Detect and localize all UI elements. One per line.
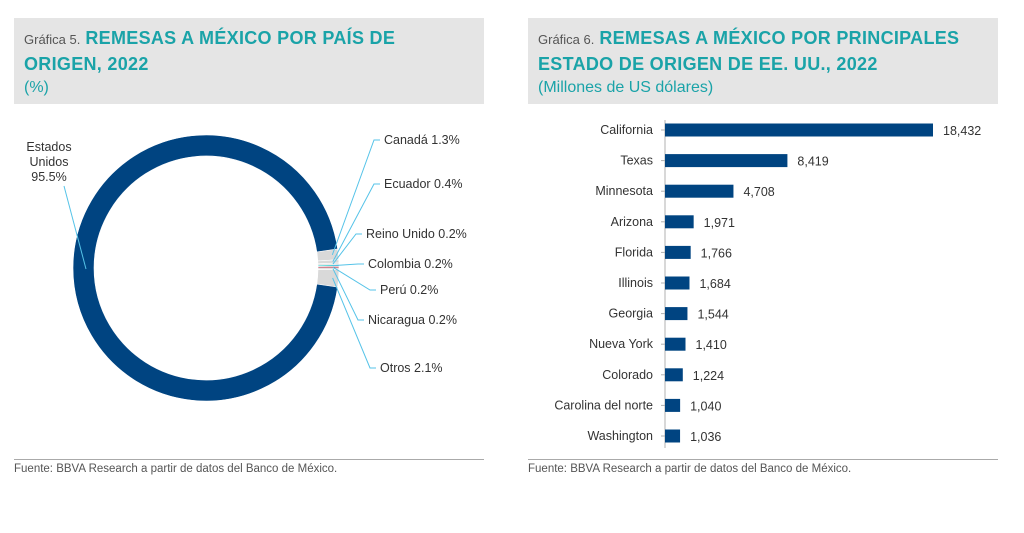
bar-carolina-del-norte xyxy=(665,398,681,412)
category-label-california: California xyxy=(600,123,653,137)
bar-texas xyxy=(665,154,788,168)
category-label-arizona: Arizona xyxy=(611,215,653,229)
bar-nueva-york xyxy=(665,337,686,351)
category-label-carolina-del-norte: Carolina del norte xyxy=(554,398,653,412)
chart-title-prefix: Gráfica 6. xyxy=(538,32,595,47)
value-label-colorado: 1,224 xyxy=(693,369,724,383)
leader-line-otros xyxy=(332,277,376,369)
slice-label-otros: Otros 2.1% xyxy=(380,361,443,375)
leader-line-canada xyxy=(331,139,380,256)
category-label-colorado: Colorado xyxy=(602,368,653,382)
bar-florida xyxy=(665,245,691,259)
category-label-florida: Florida xyxy=(615,245,653,259)
value-label-washington: 1,036 xyxy=(690,430,721,444)
category-label-illinois: Illinois xyxy=(618,276,653,290)
leader-line-ecuador xyxy=(332,183,380,262)
leader-line-peru xyxy=(332,266,376,291)
bar-chart: California 18,432 Texas 8,419 Minnesota 4,708… xyxy=(554,120,981,448)
chart-panel-states: Gráfica 6. REMESAS A MÉXICO POR PRINCIPA… xyxy=(528,18,998,458)
value-label-illinois: 1,684 xyxy=(699,277,730,291)
donut-chart: Estados Unidos 95.5% Canadá 1.3% Ecuador 0.4… xyxy=(26,133,467,402)
value-label-nueva-york: 1,410 xyxy=(696,338,727,352)
value-label-arizona: 1,971 xyxy=(704,216,735,230)
bar-illinois xyxy=(665,276,690,290)
chart-header: Gráfica 5. REMESAS A MÉXICO POR PAÍS DE … xyxy=(14,18,484,104)
bar-colorado xyxy=(665,368,683,382)
slice-estados-unidos xyxy=(72,134,338,402)
leader-line-estados-unidos xyxy=(63,185,87,270)
value-label-florida: 1,766 xyxy=(701,246,732,260)
chart-subtitle: (Millones de US dólares) xyxy=(538,79,714,96)
category-label-texas: Texas xyxy=(620,154,653,168)
slice-label-line: Estados xyxy=(26,140,71,154)
category-label-georgia: Georgia xyxy=(609,307,654,321)
chart-title: Gráfica 6. REMESAS A MÉXICO POR PRINCIPA… xyxy=(538,26,988,52)
chart-title-prefix: Gráfica 5. xyxy=(24,32,81,47)
value-label-minnesota: 4,708 xyxy=(743,185,774,199)
chart-title-line-1: REMESAS A MÉXICO POR PRINCIPALES xyxy=(599,28,960,48)
value-label-texas: 8,419 xyxy=(797,155,828,169)
chart-title: Gráfica 5. REMESAS A MÉXICO POR PAÍS DE xyxy=(24,26,474,52)
slice-label-line: Unidos xyxy=(30,155,69,169)
leader-line-reino-unido xyxy=(332,233,362,265)
category-label-minnesota: Minnesota xyxy=(595,184,653,198)
bar-arizona xyxy=(665,215,694,229)
bar-washington xyxy=(665,429,681,443)
slice-label-line: 95.5% xyxy=(31,170,66,184)
leader-line-nicaragua xyxy=(332,268,364,321)
value-label-california: 18,432 xyxy=(943,124,981,138)
chart-panel-country: Gráfica 5. REMESAS A MÉXICO POR PAÍS DE … xyxy=(14,18,484,458)
category-label-washington: Washington xyxy=(587,429,653,443)
bar-minnesota xyxy=(665,184,734,198)
bar-georgia xyxy=(665,307,688,321)
chart-title-line-2: ORIGEN, 2022 xyxy=(24,54,149,74)
value-label-georgia: 1,544 xyxy=(697,308,728,322)
slice-label-estados-unidos: Estados Unidos 95.5% xyxy=(26,140,71,184)
slice-label-nicaragua: Nicaragua 0.2% xyxy=(368,313,457,327)
bar-california xyxy=(665,123,933,137)
leader-line-colombia xyxy=(332,263,364,267)
chart-source-right: Fuente: BBVA Research a partir de datos … xyxy=(528,459,998,475)
slice-label-reino-unido: Reino Unido 0.2% xyxy=(366,227,467,241)
category-label-nueva-york: Nueva York xyxy=(589,337,654,351)
chart-source-left: Fuente: BBVA Research a partir de datos … xyxy=(14,459,484,475)
chart-header: Gráfica 6. REMESAS A MÉXICO POR PRINCIPA… xyxy=(528,18,998,104)
chart-title-line-2: ESTADO DE ORIGEN DE EE. UU., 2022 xyxy=(538,54,878,74)
chart-title-line-1: REMESAS A MÉXICO POR PAÍS DE xyxy=(85,28,396,48)
slice-label-colombia: Colombia 0.2% xyxy=(368,257,453,271)
slice-label-ecuador: Ecuador 0.4% xyxy=(384,177,463,191)
chart-subtitle: (%) xyxy=(24,79,49,96)
slice-label-peru: Perú 0.2% xyxy=(380,283,438,297)
value-label-carolina-del-norte: 1,040 xyxy=(690,399,721,413)
slice-label-canada: Canadá 1.3% xyxy=(384,133,460,147)
